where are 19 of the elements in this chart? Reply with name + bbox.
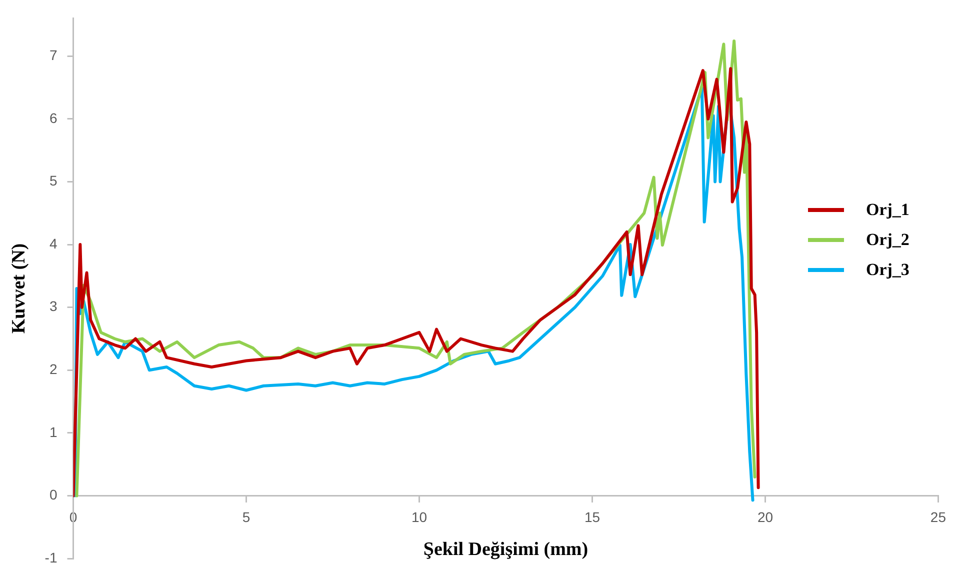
y-tick-label: 0 — [49, 486, 58, 503]
y-tick-label: 7 — [49, 46, 58, 63]
x-tick-label: 10 — [411, 509, 428, 526]
legend-label: Orj_3 — [866, 260, 910, 280]
y-tick-label: 3 — [49, 298, 58, 314]
x-tick-label: 25 — [930, 509, 946, 526]
x-tick-label: 15 — [584, 509, 600, 526]
y-tick-label: 2 — [49, 361, 58, 378]
y-axis-title: Kuvvet (N) — [8, 243, 30, 334]
y-tick-label: 5 — [49, 172, 58, 189]
x-tick-label: 5 — [242, 509, 250, 526]
legend-label: Orj_1 — [866, 200, 910, 220]
y-tick-label: -1 — [44, 549, 58, 566]
x-axis-title: Şekil Değişimi (mm) — [423, 538, 588, 560]
y-tick-label: 1 — [49, 424, 58, 440]
legend-label: Orj_2 — [866, 230, 910, 250]
y-tick-label: 6 — [49, 110, 58, 126]
y-tick-label: 4 — [49, 235, 58, 252]
x-tick-label: 20 — [757, 509, 774, 526]
